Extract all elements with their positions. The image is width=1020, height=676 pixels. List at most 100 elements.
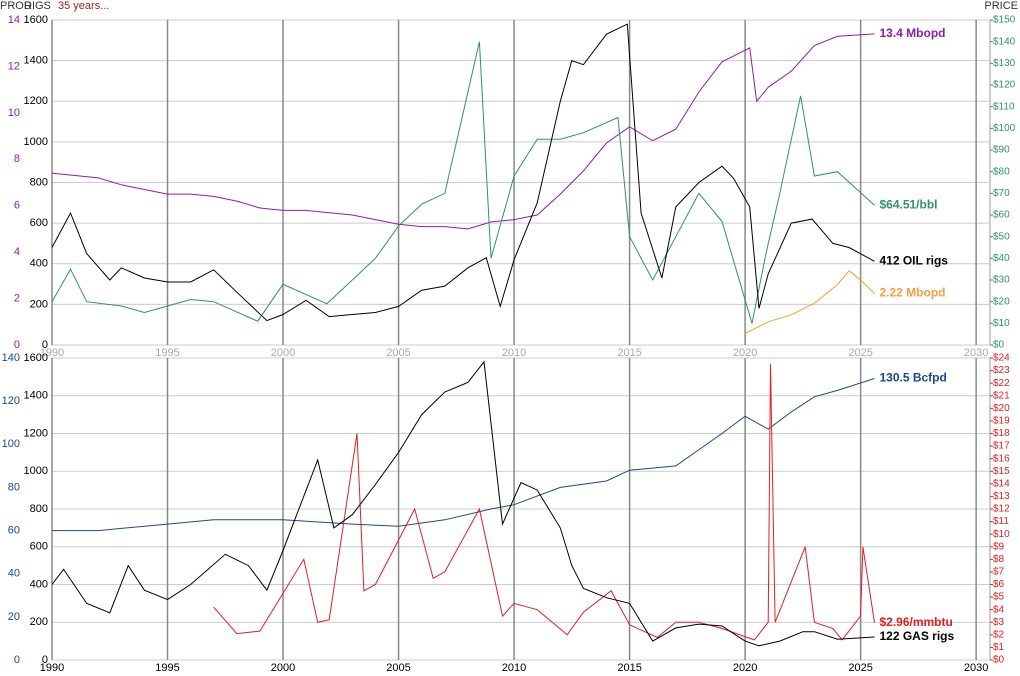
x-tick-label: 2010 <box>502 347 526 359</box>
series-line <box>51 41 875 324</box>
rigs-tick-label: 200 <box>30 616 48 628</box>
prod-tick-label: 60 <box>8 524 20 536</box>
series-line <box>51 360 875 647</box>
rigs-tick-label: 0 <box>42 654 48 666</box>
price-tick-label: $1 <box>993 642 1005 653</box>
prod-tick-label: 6 <box>14 200 20 212</box>
subtitle: 35 years... <box>58 0 109 12</box>
price-tick-label: $6 <box>993 579 1005 590</box>
price-tick-label: $14 <box>993 478 1010 489</box>
price-tick-label: $16 <box>993 453 1010 464</box>
price-tick-label: $17 <box>993 441 1010 452</box>
prod-tick-label: 12 <box>8 60 20 72</box>
series-line <box>213 364 875 641</box>
rigs-tick-label: 1600 <box>24 14 48 26</box>
prod-tick-label: 0 <box>14 654 20 666</box>
price-tick-label: $10 <box>993 529 1010 540</box>
series-end-label: 122 GAS rigs <box>879 629 954 643</box>
x-tick-label: 2025 <box>848 347 872 359</box>
x-tick-label: 2030 <box>964 662 988 674</box>
price-tick-label: $24 <box>993 353 1010 364</box>
x-tick-label: 2005 <box>386 347 410 359</box>
price-tick-label: $3 <box>993 617 1005 628</box>
price-tick-label: $15 <box>993 466 1010 477</box>
rigs-tick-label: 1200 <box>24 95 48 107</box>
price-tick-label: $12 <box>993 504 1010 515</box>
x-tick-label: 2025 <box>848 662 872 674</box>
price-tick-label: $40 <box>993 253 1010 264</box>
price-tick-label: $60 <box>993 210 1010 221</box>
price-tick-label: $150 <box>993 15 1016 26</box>
price-tick-label: $23 <box>993 365 1010 376</box>
price-tick-label: $130 <box>993 58 1016 69</box>
rigs-tick-label: 1600 <box>24 352 48 364</box>
rigs-tick-label: 400 <box>30 578 48 590</box>
price-tick-label: $30 <box>993 275 1010 286</box>
price-tick-label: $4 <box>993 604 1005 615</box>
price-tick-label: $9 <box>993 541 1005 552</box>
price-tick-label: $140 <box>993 36 1016 47</box>
x-tick-label: 2020 <box>733 347 757 359</box>
price-tick-label: $20 <box>993 403 1010 414</box>
rigs-tick-label: 800 <box>30 503 48 515</box>
price-tick-label: $100 <box>993 123 1016 134</box>
x-tick-label: 2000 <box>271 662 295 674</box>
price-tick-label: $8 <box>993 554 1005 565</box>
x-tick-label: 2020 <box>733 662 757 674</box>
series-end-label: $64.51/bbl <box>879 197 937 211</box>
price-tick-label: $0 <box>993 340 1005 351</box>
series-line <box>744 270 875 334</box>
price-tick-label: $22 <box>993 378 1010 389</box>
prod-tick-label: 40 <box>8 568 20 580</box>
price-tick-label: $13 <box>993 491 1010 502</box>
prod-tick-label: 120 <box>2 395 20 407</box>
prod-tick-label: 100 <box>2 438 20 450</box>
prod-header: PROD <box>0 0 32 12</box>
price-tick-label: $21 <box>993 390 1010 401</box>
rigs-tick-label: 600 <box>30 217 48 229</box>
prod-tick-label: 4 <box>14 246 20 258</box>
x-tick-label: 1990 <box>40 347 64 359</box>
rigs-tick-label: 1000 <box>24 465 48 477</box>
price-tick-label: $90 <box>993 145 1010 156</box>
price-tick-label: $110 <box>993 101 1015 112</box>
prod-tick-label: 8 <box>14 153 20 165</box>
x-tick-label: 2015 <box>617 662 641 674</box>
series-end-label: 412 OIL rigs <box>879 253 948 267</box>
prod-tick-label: 20 <box>8 611 20 623</box>
rigs-tick-label: 600 <box>30 541 48 553</box>
rigs-tick-label: 400 <box>30 258 48 270</box>
price-tick-label: $19 <box>993 416 1010 427</box>
rigs-tick-label: 200 <box>30 298 48 310</box>
prod-tick-label: 10 <box>8 107 20 119</box>
price-tick-label: $50 <box>993 231 1010 242</box>
prod-tick-label: 2 <box>14 292 20 304</box>
price-tick-label: $80 <box>993 166 1010 177</box>
price-tick-label: $18 <box>993 428 1010 439</box>
x-tick-label: 2010 <box>502 662 526 674</box>
x-tick-label: 1995 <box>155 662 179 674</box>
price-tick-label: $0 <box>993 655 1005 666</box>
price-tick-label: $10 <box>993 318 1010 329</box>
price-tick-label: $5 <box>993 592 1005 603</box>
series-line <box>52 378 875 532</box>
prod-tick-label: 14 <box>8 14 20 26</box>
price-tick-label: $2 <box>993 629 1005 640</box>
prod-tick-label: 0 <box>14 339 20 351</box>
series-end-label: 130.5 Bcfpd <box>879 371 946 385</box>
series-end-label: 2.22 Mbopd <box>879 286 945 300</box>
prod-tick-label: 80 <box>8 481 20 493</box>
series-line <box>51 23 875 322</box>
rigs-tick-label: 1400 <box>24 390 48 402</box>
price-header: PRICE <box>984 0 1018 12</box>
x-tick-label: 2005 <box>386 662 410 674</box>
price-tick-label: $120 <box>993 80 1016 91</box>
rigs-tick-label: 1200 <box>24 427 48 439</box>
rigs-tick-label: 1400 <box>24 55 48 67</box>
price-tick-label: $7 <box>993 567 1005 578</box>
price-tick-label: $20 <box>993 296 1010 307</box>
x-tick-label: 1990 <box>40 662 64 674</box>
price-tick-label: $11 <box>993 516 1009 527</box>
